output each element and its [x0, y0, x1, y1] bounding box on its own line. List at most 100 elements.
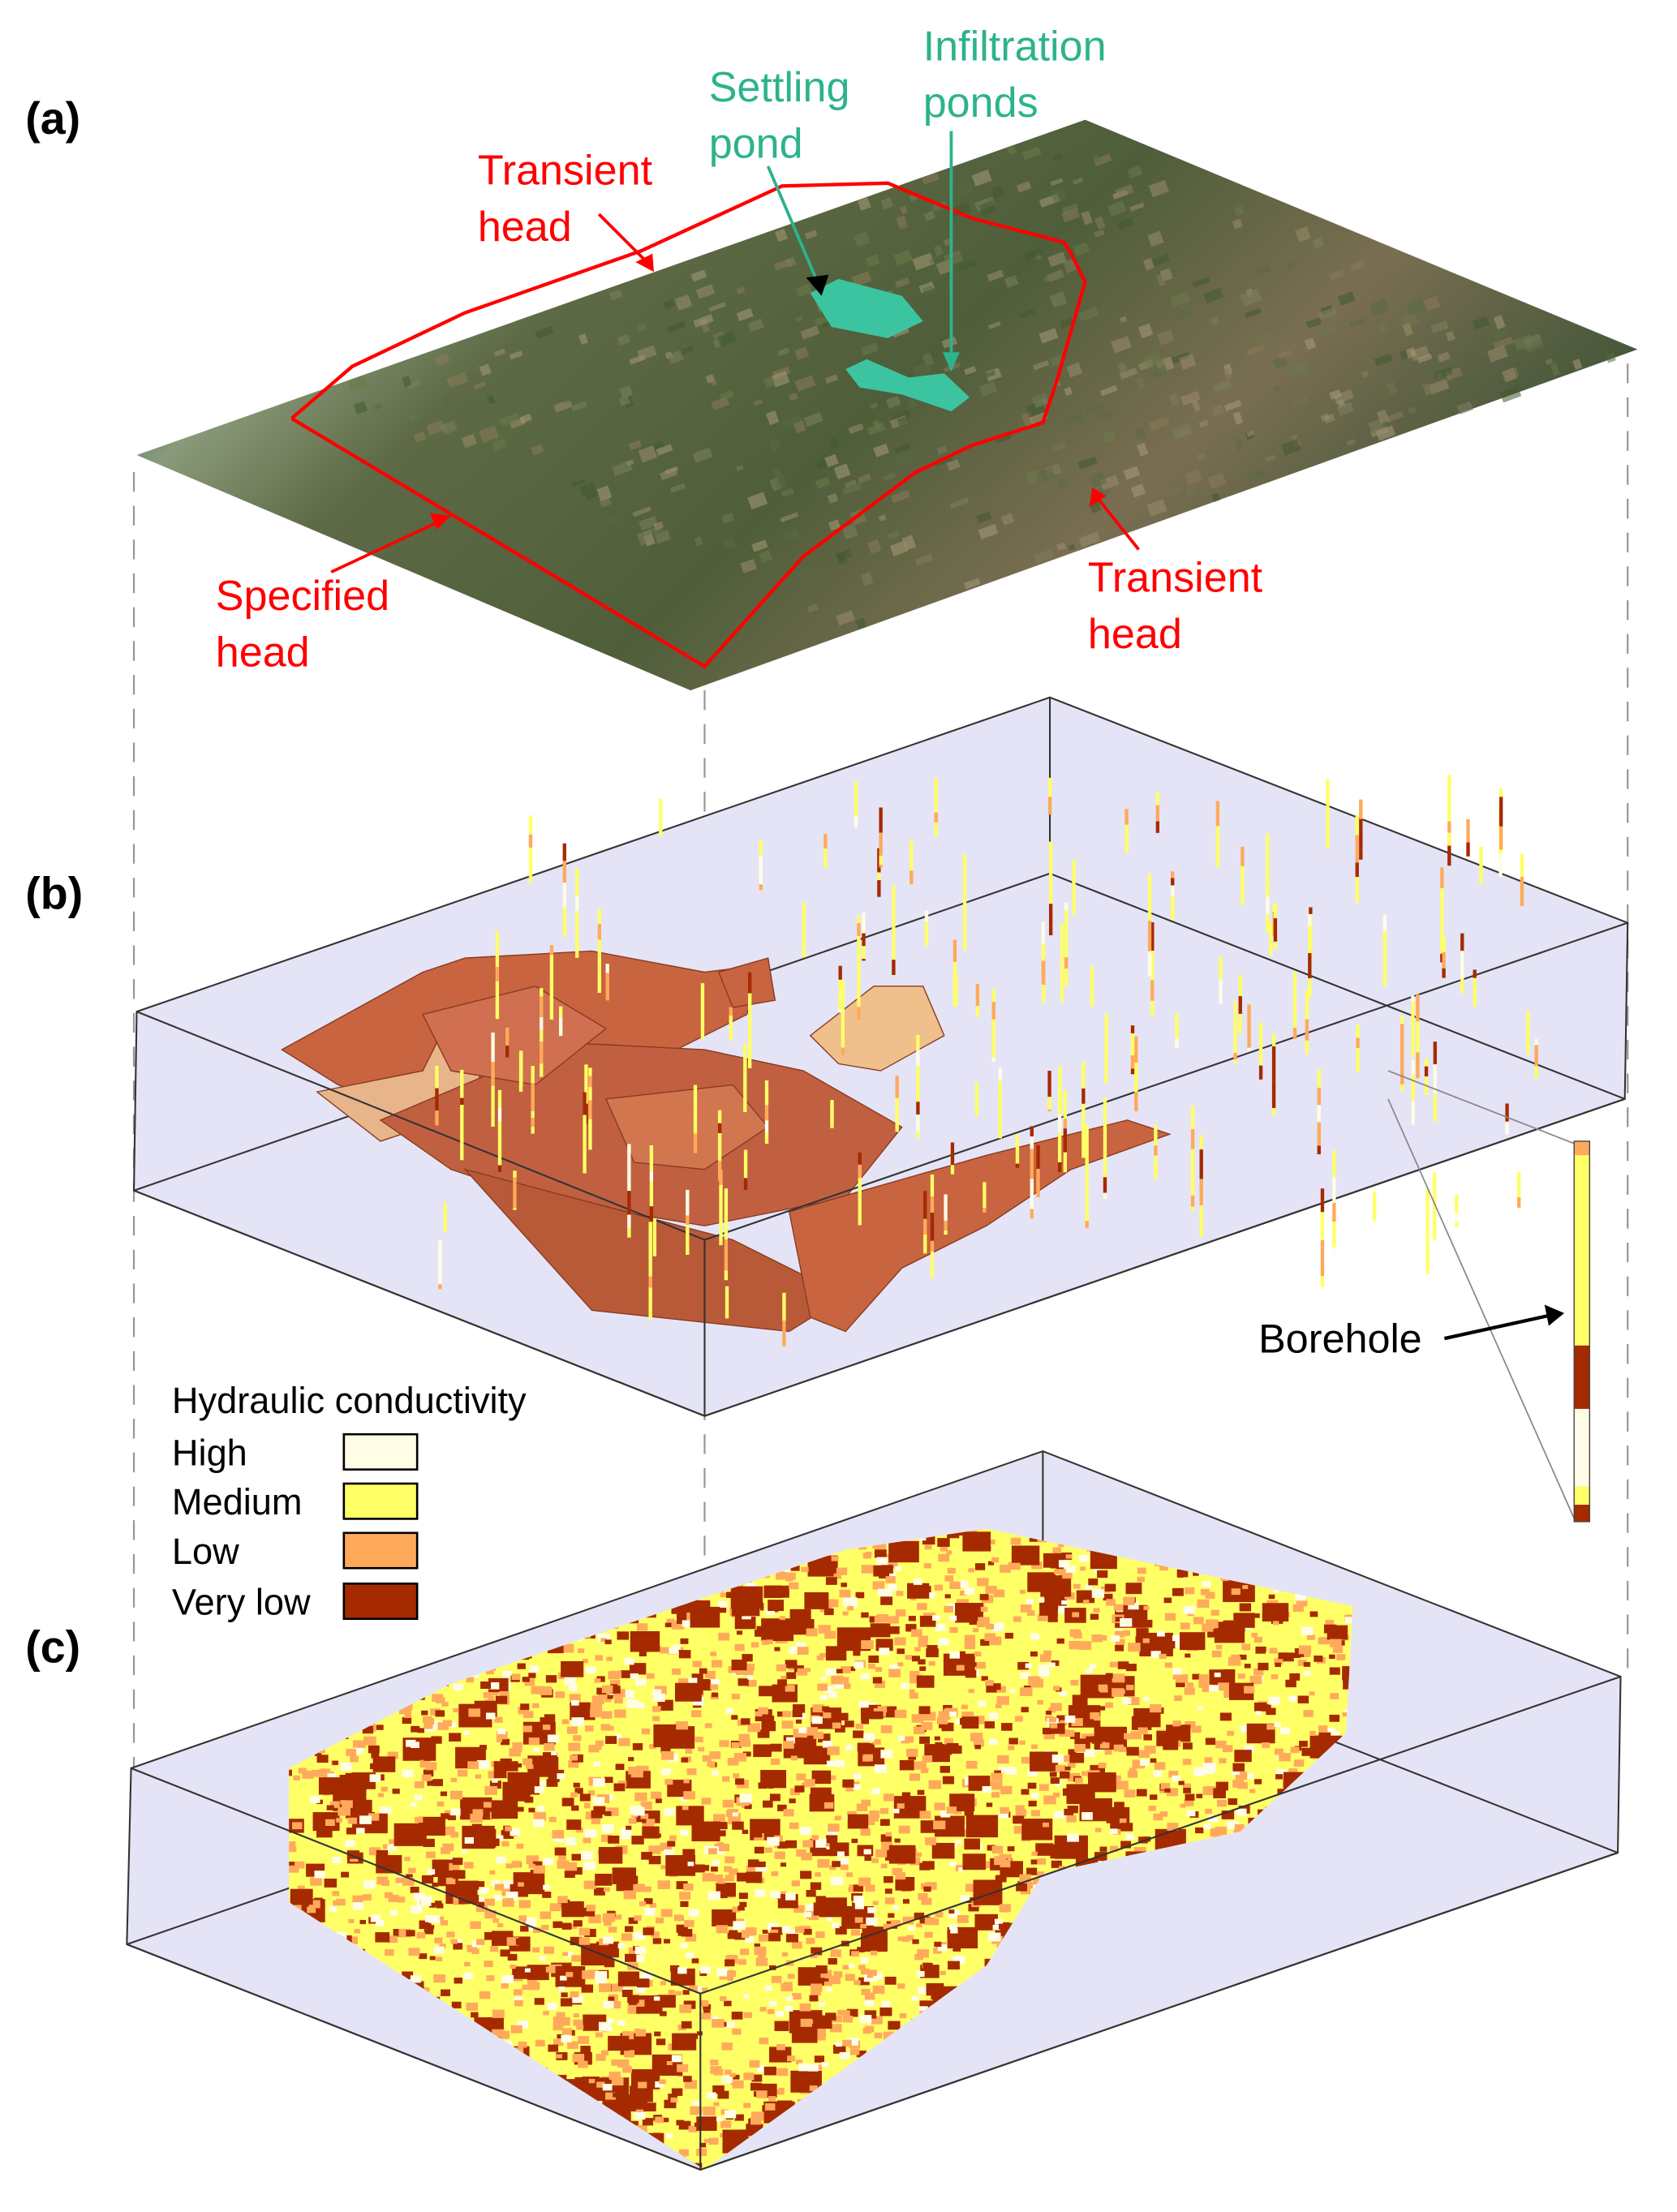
grid-cell	[569, 1694, 581, 1703]
grid-cell	[633, 1883, 645, 1892]
borehole	[1241, 897, 1245, 905]
borehole-arrow	[1443, 1314, 1548, 1341]
map-patch	[609, 289, 623, 301]
grid-cell	[842, 1611, 849, 1616]
borehole	[1466, 818, 1470, 843]
grid-cell	[568, 1760, 579, 1768]
grid-cell	[1146, 2031, 1157, 2039]
grid-cell	[513, 1989, 522, 1995]
map-patch	[1000, 513, 1015, 526]
map-patch	[692, 447, 713, 463]
grid-cell	[1153, 1770, 1163, 1777]
borehole	[1271, 1108, 1276, 1115]
borehole	[1190, 1206, 1195, 1211]
grid-cell	[1015, 1809, 1026, 1817]
grid-cell	[506, 1937, 519, 1946]
grid-cell	[800, 1871, 812, 1879]
grid-cell	[1197, 1705, 1203, 1710]
borehole	[562, 861, 566, 883]
grid-cell	[1163, 2081, 1189, 2098]
borehole	[1440, 953, 1444, 963]
grid-cell	[1182, 2158, 1215, 2170]
grid-cell	[879, 1808, 889, 1815]
grid-cell	[553, 2017, 565, 2025]
grid-cell	[387, 1751, 398, 1759]
grid-cell	[573, 1782, 580, 1788]
grid-cell	[382, 1844, 390, 1849]
borehole	[435, 1065, 439, 1089]
grid-cell	[1294, 2159, 1318, 2170]
borehole	[1320, 1212, 1325, 1240]
grid-cell	[731, 2012, 743, 2020]
borehole	[438, 1284, 442, 1290]
borehole	[1154, 1145, 1158, 1156]
map-patch	[619, 384, 634, 398]
grid-cell	[428, 1925, 435, 1930]
grid-cell	[1055, 1764, 1066, 1772]
grid-cell	[958, 1867, 965, 1872]
grid-cell	[993, 1589, 1005, 1598]
grid-cell	[1345, 1533, 1353, 1544]
grid-cell	[1097, 1570, 1108, 1578]
grid-cell	[871, 1858, 879, 1863]
borehole	[1042, 984, 1046, 1003]
borehole	[974, 1099, 979, 1116]
grid-cell	[323, 1537, 333, 1544]
grid-cell	[862, 1755, 871, 1762]
map-patch	[1007, 145, 1017, 156]
borehole	[1030, 1179, 1034, 1209]
grid-cell	[434, 1937, 443, 1944]
grid-cell	[397, 1896, 406, 1903]
grid-cell	[376, 1876, 389, 1885]
borehole	[1258, 1065, 1263, 1080]
grid-cell	[1071, 2079, 1081, 2085]
grid-cell	[397, 1658, 404, 1663]
borehole	[719, 1205, 723, 1222]
grid-cell	[634, 2028, 640, 2033]
grid-cell	[986, 1685, 997, 1693]
grid-cell	[372, 2178, 378, 2183]
borehole	[719, 1170, 723, 1185]
borehole	[1241, 846, 1245, 866]
grid-cell	[1172, 1775, 1181, 1782]
map-patch	[867, 539, 882, 554]
grid-cell	[652, 1706, 661, 1712]
borehole	[923, 1218, 927, 1235]
map-patch	[694, 536, 703, 547]
grid-cell	[1359, 2120, 1365, 2125]
borehole	[1520, 853, 1524, 878]
grid-cell	[996, 1686, 1006, 1693]
grid-cell	[556, 2021, 565, 2027]
grid-cell	[857, 2154, 863, 2158]
grid-cell	[934, 1584, 944, 1591]
borehole	[1219, 979, 1223, 1004]
map-image	[136, 119, 1638, 691]
borehole	[1411, 1101, 1415, 1125]
borehole	[1269, 945, 1273, 956]
grid-cell	[1303, 2041, 1309, 2046]
grid-cell	[1128, 1601, 1139, 1610]
grid-cell	[905, 1655, 913, 1660]
grid-cell	[946, 2095, 957, 2102]
borehole	[1305, 1019, 1309, 1041]
grid-cell	[436, 1903, 444, 1909]
borehole	[1499, 853, 1503, 875]
grid-cell	[857, 1742, 871, 1752]
grid-cell	[1297, 1695, 1309, 1703]
grid-cell	[289, 1769, 292, 1776]
borehole	[1057, 1132, 1062, 1162]
grid-cell	[1153, 2170, 1164, 2178]
grid-cell	[574, 1788, 583, 1794]
map-patch	[1434, 372, 1444, 381]
grid-cell	[606, 1807, 619, 1816]
borehole	[575, 911, 579, 929]
grid-cell	[922, 1536, 935, 1545]
grid-cell	[1214, 1672, 1221, 1677]
map-patch	[759, 550, 773, 564]
grid-cell	[737, 1678, 749, 1686]
grid-cell	[699, 1970, 707, 1977]
map-patch	[1029, 411, 1048, 425]
grid-cell	[964, 1587, 975, 1596]
grid-cell	[1144, 2133, 1157, 2141]
grid-cell	[792, 1710, 802, 1717]
